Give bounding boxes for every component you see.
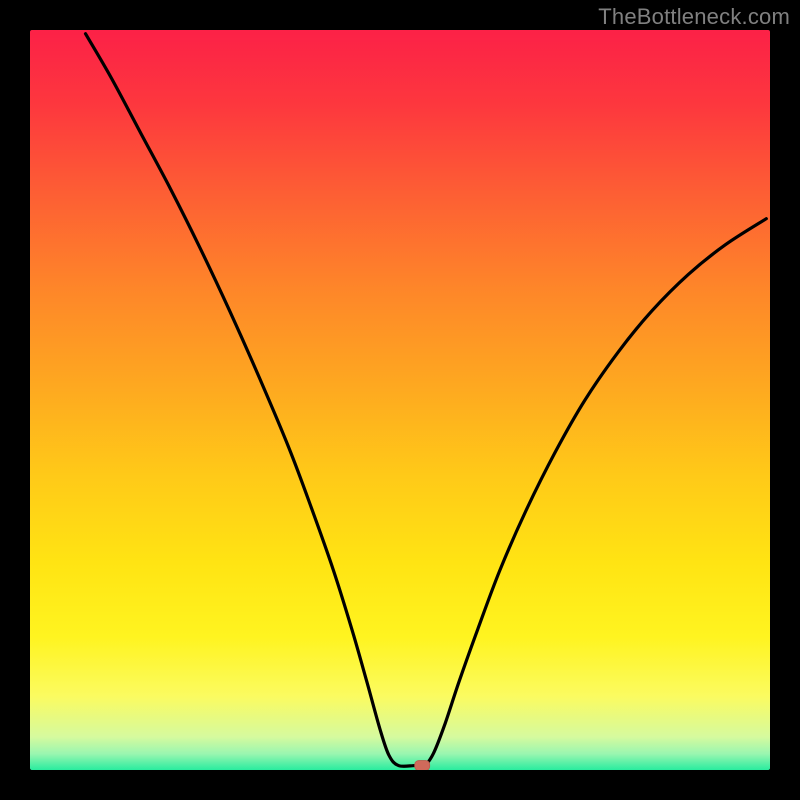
bottleneck-chart-svg: [0, 0, 800, 800]
chart-canvas: TheBottleneck.com: [0, 0, 800, 800]
watermark-text: TheBottleneck.com: [598, 4, 790, 30]
plot-area: [30, 30, 770, 770]
optimal-marker: [415, 761, 430, 771]
